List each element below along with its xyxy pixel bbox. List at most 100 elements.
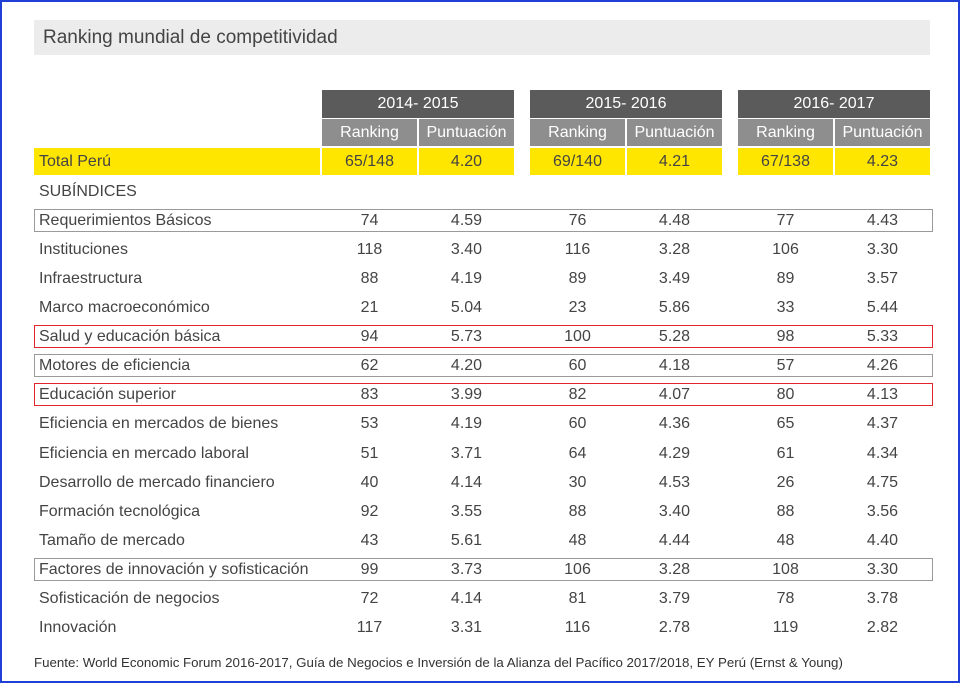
- ranking-value: 53: [360, 415, 379, 433]
- row-label: Desarrollo de mercado financiero: [39, 473, 275, 491]
- total-row-background: [530, 148, 625, 175]
- ranking-value: 60: [568, 357, 587, 375]
- row-highlight-box: [34, 325, 933, 349]
- ranking-value: 77: [776, 212, 795, 229]
- ranking-value: 51: [360, 444, 379, 462]
- ranking-column-header: Ranking: [322, 119, 417, 146]
- score-value: 2.78: [658, 618, 691, 636]
- row-label: Innovación: [39, 618, 117, 636]
- ranking-value: 33: [776, 299, 795, 317]
- score-value: 5.33: [866, 328, 899, 346]
- score-value: 3.55: [450, 502, 483, 520]
- ranking-value: 78: [776, 589, 795, 607]
- score-value: 5.04: [450, 299, 483, 317]
- score-value: 4.26: [866, 357, 899, 375]
- row-highlight-box: [34, 383, 933, 407]
- ranking-value: 82: [568, 386, 587, 404]
- score-value: 5.28: [658, 328, 691, 346]
- score-value: 4.14: [450, 473, 483, 491]
- total-row-label: Total Perú: [39, 153, 112, 170]
- ranking-value: 60: [568, 415, 587, 433]
- ranking-value: 88: [776, 502, 795, 520]
- ranking-value: 80: [776, 386, 795, 404]
- row-label: Educación superior: [39, 386, 176, 404]
- ranking-value: 43: [360, 531, 379, 549]
- row-label: Salud y educación básica: [39, 328, 221, 346]
- score-value: 5.61: [450, 531, 483, 549]
- ranking-value: 106: [772, 241, 799, 259]
- score-value: 4.40: [866, 531, 899, 549]
- ranking-value: 98: [776, 328, 795, 346]
- ranking-value: 74: [360, 212, 379, 229]
- ranking-value: 76: [568, 212, 587, 229]
- ranking-value: 116: [564, 241, 591, 259]
- period-header: 2016- 2017: [738, 90, 930, 118]
- score-value: 3.40: [658, 502, 691, 520]
- score-value: 4.36: [658, 415, 691, 433]
- score-value: 4.53: [658, 473, 691, 491]
- score-value: 4.07: [658, 386, 691, 404]
- score-value: 4.48: [658, 212, 691, 229]
- total-row-background: [34, 148, 320, 175]
- score-value: 3.99: [450, 386, 483, 404]
- total-row-value: 4.23: [866, 153, 899, 170]
- score-value: 3.30: [866, 560, 899, 578]
- row-label: Tamaño de mercado: [39, 531, 185, 549]
- total-row-background: [322, 148, 417, 175]
- row-highlight-box: [34, 354, 933, 378]
- ranking-value: 30: [568, 473, 587, 491]
- ranking-value: 23: [568, 299, 587, 317]
- ranking-value: 117: [356, 618, 383, 636]
- row-label: Motores de eficiencia: [39, 357, 191, 375]
- ranking-value: 62: [360, 357, 379, 375]
- source-note: Fuente: World Economic Forum 2016-2017, …: [34, 655, 843, 670]
- score-value: 4.59: [450, 212, 483, 229]
- row-label: Instituciones: [39, 241, 128, 259]
- ranking-value: 94: [360, 328, 379, 346]
- ranking-value: 61: [776, 444, 795, 462]
- score-value: 3.78: [866, 589, 899, 607]
- ranking-value: 83: [360, 386, 379, 404]
- ranking-value: 88: [360, 270, 379, 288]
- score-value: 3.79: [658, 589, 691, 607]
- ranking-value: 100: [564, 328, 591, 346]
- score-value: 4.13: [866, 386, 899, 404]
- total-row-background: [738, 148, 833, 175]
- score-value: 5.86: [658, 299, 691, 317]
- title-bar: [34, 20, 930, 55]
- score-value: 3.40: [450, 241, 483, 259]
- total-row-value: 65/148: [345, 153, 394, 170]
- row-label: Eficiencia en mercados de bienes: [39, 415, 279, 433]
- ranking-value: 118: [356, 241, 383, 259]
- row-label: Eficiencia en mercado laboral: [39, 444, 249, 462]
- score-column-header: Puntuación: [835, 119, 930, 146]
- score-value: 3.49: [658, 270, 691, 288]
- ranking-value: 64: [568, 444, 587, 462]
- score-value: 2.82: [866, 618, 899, 636]
- score-value: 3.71: [450, 444, 483, 462]
- score-value: 4.19: [450, 415, 483, 433]
- score-value: 4.18: [658, 357, 691, 375]
- ranking-value: 48: [776, 531, 795, 549]
- ranking-value: 106: [564, 560, 591, 578]
- ranking-value: 89: [568, 270, 587, 288]
- total-row-value: 4.21: [658, 153, 691, 170]
- row-label: Sofisticación de negocios: [39, 589, 220, 607]
- ranking-value: 21: [360, 299, 379, 317]
- period-header: 2014- 2015: [322, 90, 514, 118]
- score-value: 4.19: [450, 270, 483, 288]
- ranking-value: 88: [568, 502, 587, 520]
- total-row-value: 4.20: [450, 153, 483, 170]
- ranking-value: 116: [564, 618, 591, 636]
- ranking-value: 26: [776, 473, 795, 491]
- total-row-value: 69/140: [553, 153, 602, 170]
- score-value: 3.56: [866, 502, 899, 520]
- score-value: 4.29: [658, 444, 691, 462]
- score-value: 4.37: [866, 415, 899, 433]
- ranking-value: 57: [776, 357, 795, 375]
- total-row-background: [627, 148, 722, 175]
- row-label: Requerimientos Básicos: [39, 212, 212, 229]
- score-value: 3.28: [658, 241, 691, 259]
- ranking-value: 65: [776, 415, 795, 433]
